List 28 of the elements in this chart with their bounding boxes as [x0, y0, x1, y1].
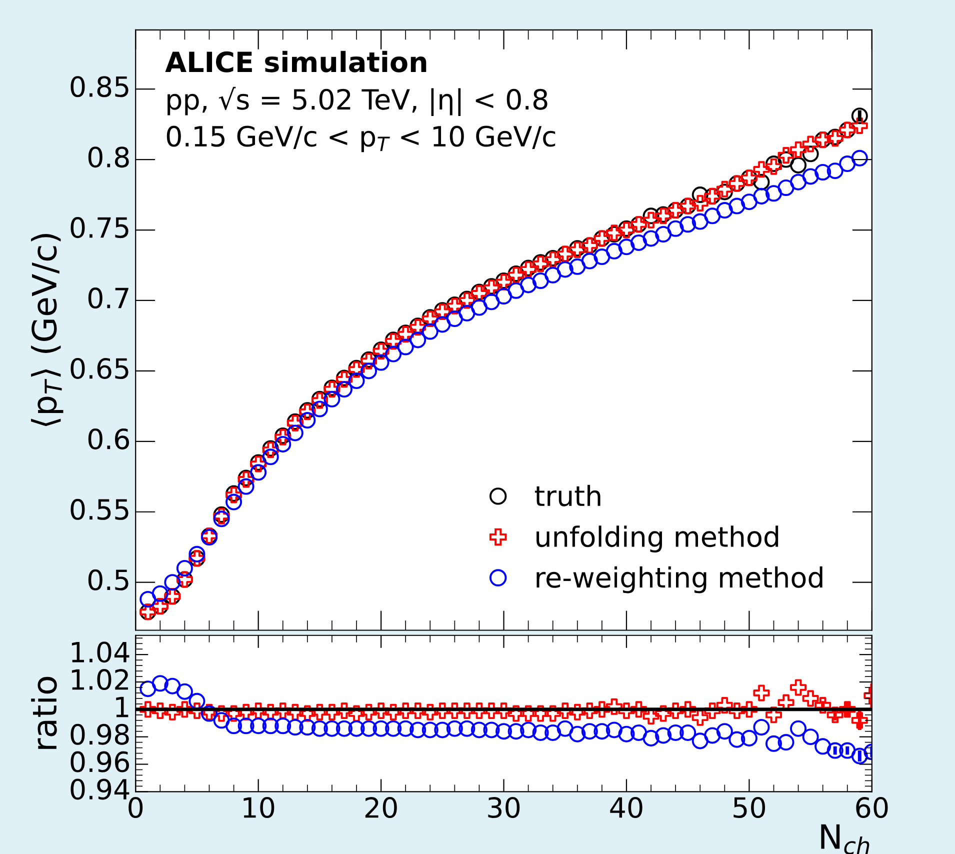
- x-tick-label: 60: [856, 797, 888, 818]
- legend-label: truth: [534, 484, 600, 506]
- y-axis-title: ratio: [31, 676, 57, 749]
- y-tick-label: 1.02: [72, 669, 128, 690]
- legend-label: re-weighting method: [536, 566, 822, 594]
- y-tick-label: 0.55: [70, 498, 128, 520]
- text: ALICE simulation: [165, 50, 426, 72]
- y-tick-label: 0.5: [88, 569, 128, 590]
- y-tick-label: 0.98: [70, 724, 129, 745]
- x-tick-label: 20: [365, 797, 397, 818]
- legend-label: unfolding method: [536, 526, 778, 552]
- y-tick-label: 0.6: [88, 428, 129, 450]
- y-tick-label: 0.65: [70, 358, 128, 379]
- y-tick-label: 0.85: [70, 76, 128, 98]
- text: pp, √s = 5.02 TeV, |η| < 0.8 0.15 GeV/c < p$_{T}$ < 10 GeV/c: [166, 86, 556, 152]
- y-tick-label: 0.96: [70, 751, 129, 772]
- y-tick-label: 1: [116, 696, 128, 718]
- y-tick-label: 1.04: [72, 642, 130, 663]
- x-tick-label: 0: [128, 797, 143, 818]
- y-tick-label: 0.75: [70, 217, 128, 238]
- x-tick-label: 30: [488, 797, 520, 818]
- x-tick-label: 10: [244, 797, 274, 818]
- y-axis-title: ⟨p$_{T}$⟩ (GeV/c): [31, 234, 64, 426]
- x-tick-label: 50: [734, 797, 766, 818]
- y-tick-label: 0.7: [88, 288, 128, 309]
- y-tick-label: 0.94: [70, 778, 130, 800]
- y-tick-label: 0.8: [88, 146, 129, 168]
- x-tick-label: 40: [610, 797, 642, 818]
